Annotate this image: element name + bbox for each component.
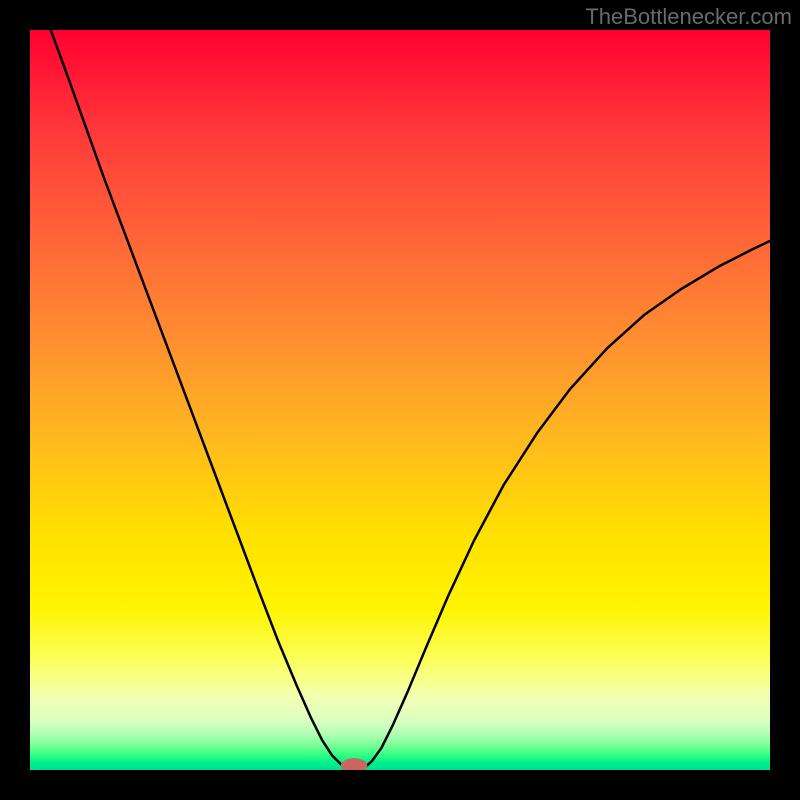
chart-canvas: TheBottlenecker.com: [0, 0, 800, 800]
gradient-background: [30, 30, 770, 770]
watermark-text: TheBottlenecker.com: [585, 4, 792, 30]
plot-area: [30, 30, 770, 770]
